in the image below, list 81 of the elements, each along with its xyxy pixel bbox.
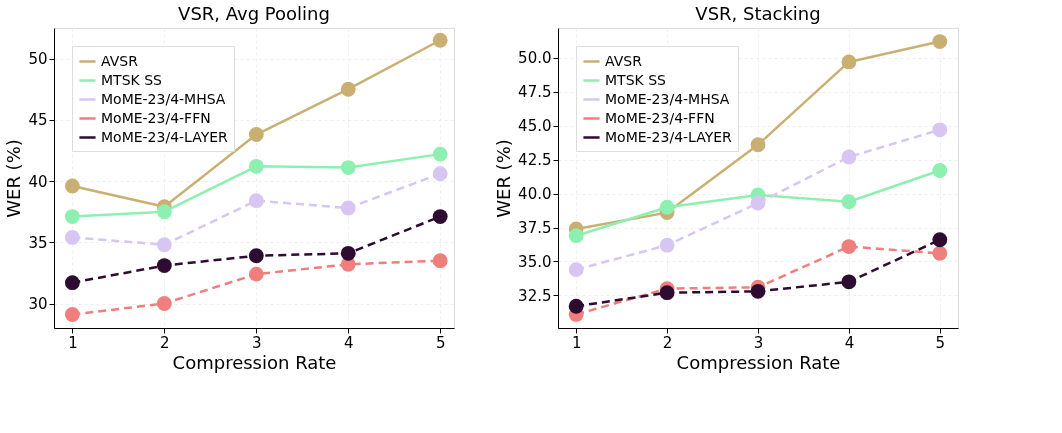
legend-label: MoME-23/4-LAYER	[605, 128, 733, 145]
point	[340, 81, 356, 97]
y-axis-title: WER (%)	[3, 139, 25, 218]
y-tick-label: 35.0	[518, 252, 552, 271]
point	[340, 160, 356, 175]
x-axis-title: Compression Rate	[676, 351, 841, 373]
x-tick-label: 3	[252, 333, 262, 352]
point	[659, 285, 675, 301]
y-tick-label: 37.5	[518, 219, 552, 238]
x-tick-label: 4	[343, 333, 354, 352]
legend-label: AVSR	[101, 52, 139, 69]
point	[568, 298, 584, 314]
x-tick-label: 2	[160, 333, 170, 352]
chart-title: VSR, Avg Pooling	[178, 3, 330, 24]
point	[932, 122, 948, 138]
legend-label: MoME-23/4-LAYER	[101, 128, 229, 145]
y-tick-label: 47.5	[518, 83, 552, 102]
point	[156, 204, 172, 220]
x-axis-title: Compression Rate	[172, 351, 337, 373]
point	[156, 237, 172, 253]
point	[64, 229, 80, 245]
point	[64, 178, 80, 194]
point	[568, 228, 584, 244]
x-tick-label: 1	[68, 333, 78, 352]
point	[432, 253, 448, 269]
point	[841, 54, 857, 70]
y-tick-label: 50.0	[518, 49, 552, 68]
y-tick-label: 42.5	[518, 151, 552, 170]
point	[340, 245, 356, 261]
point	[248, 127, 264, 142]
y-tick-label: 35	[28, 233, 48, 252]
x-tick-label: 5	[935, 333, 946, 352]
point	[156, 258, 172, 273]
legend-label: MoME-23/4-FFN	[605, 109, 715, 126]
point	[841, 194, 857, 210]
point	[659, 199, 675, 215]
legend-label: MoME-23/4-MHSA	[605, 90, 730, 107]
legend-label: MoME-23/4-MHSA	[101, 90, 226, 107]
legend-label: MoME-23/4-FFN	[101, 109, 211, 126]
legend-label: MTSK SS	[605, 71, 667, 88]
chart-title: VSR, Stacking	[695, 3, 821, 24]
x-tick-label: 1	[571, 333, 582, 352]
point	[932, 232, 948, 248]
legend-label: AVSR	[605, 52, 643, 69]
point	[932, 163, 948, 178]
point	[750, 195, 766, 211]
point	[568, 262, 584, 278]
point	[432, 146, 448, 162]
point	[248, 266, 264, 282]
y-tick-label: 45.0	[518, 117, 552, 136]
point	[64, 307, 80, 322]
point	[932, 34, 948, 49]
point	[248, 248, 264, 264]
x-tick-label: 2	[662, 333, 673, 352]
point	[841, 239, 857, 254]
point	[750, 137, 766, 153]
point	[340, 200, 356, 216]
y-tick-label: 40.0	[518, 185, 552, 204]
point	[64, 275, 80, 291]
y-tick-label: 30	[28, 295, 48, 314]
point	[841, 274, 857, 290]
point	[248, 158, 264, 174]
point	[659, 237, 675, 253]
point	[432, 166, 448, 182]
x-tick-label: 4	[844, 333, 855, 352]
point	[841, 149, 857, 165]
legend-label: MTSK SS	[101, 71, 163, 88]
y-tick-label: 45	[28, 111, 48, 130]
point	[64, 209, 80, 224]
point	[432, 209, 448, 224]
point	[248, 193, 264, 209]
point	[156, 296, 172, 311]
point	[932, 245, 948, 261]
y-tick-label: 32.5	[518, 286, 552, 305]
y-axis-title: WER (%)	[493, 139, 515, 218]
x-tick-label: 5	[435, 333, 446, 352]
y-tick-label: 40	[28, 172, 48, 191]
y-tick-label: 50	[28, 50, 48, 69]
x-tick-label: 3	[753, 333, 764, 352]
point	[432, 32, 448, 48]
point	[750, 283, 766, 299]
